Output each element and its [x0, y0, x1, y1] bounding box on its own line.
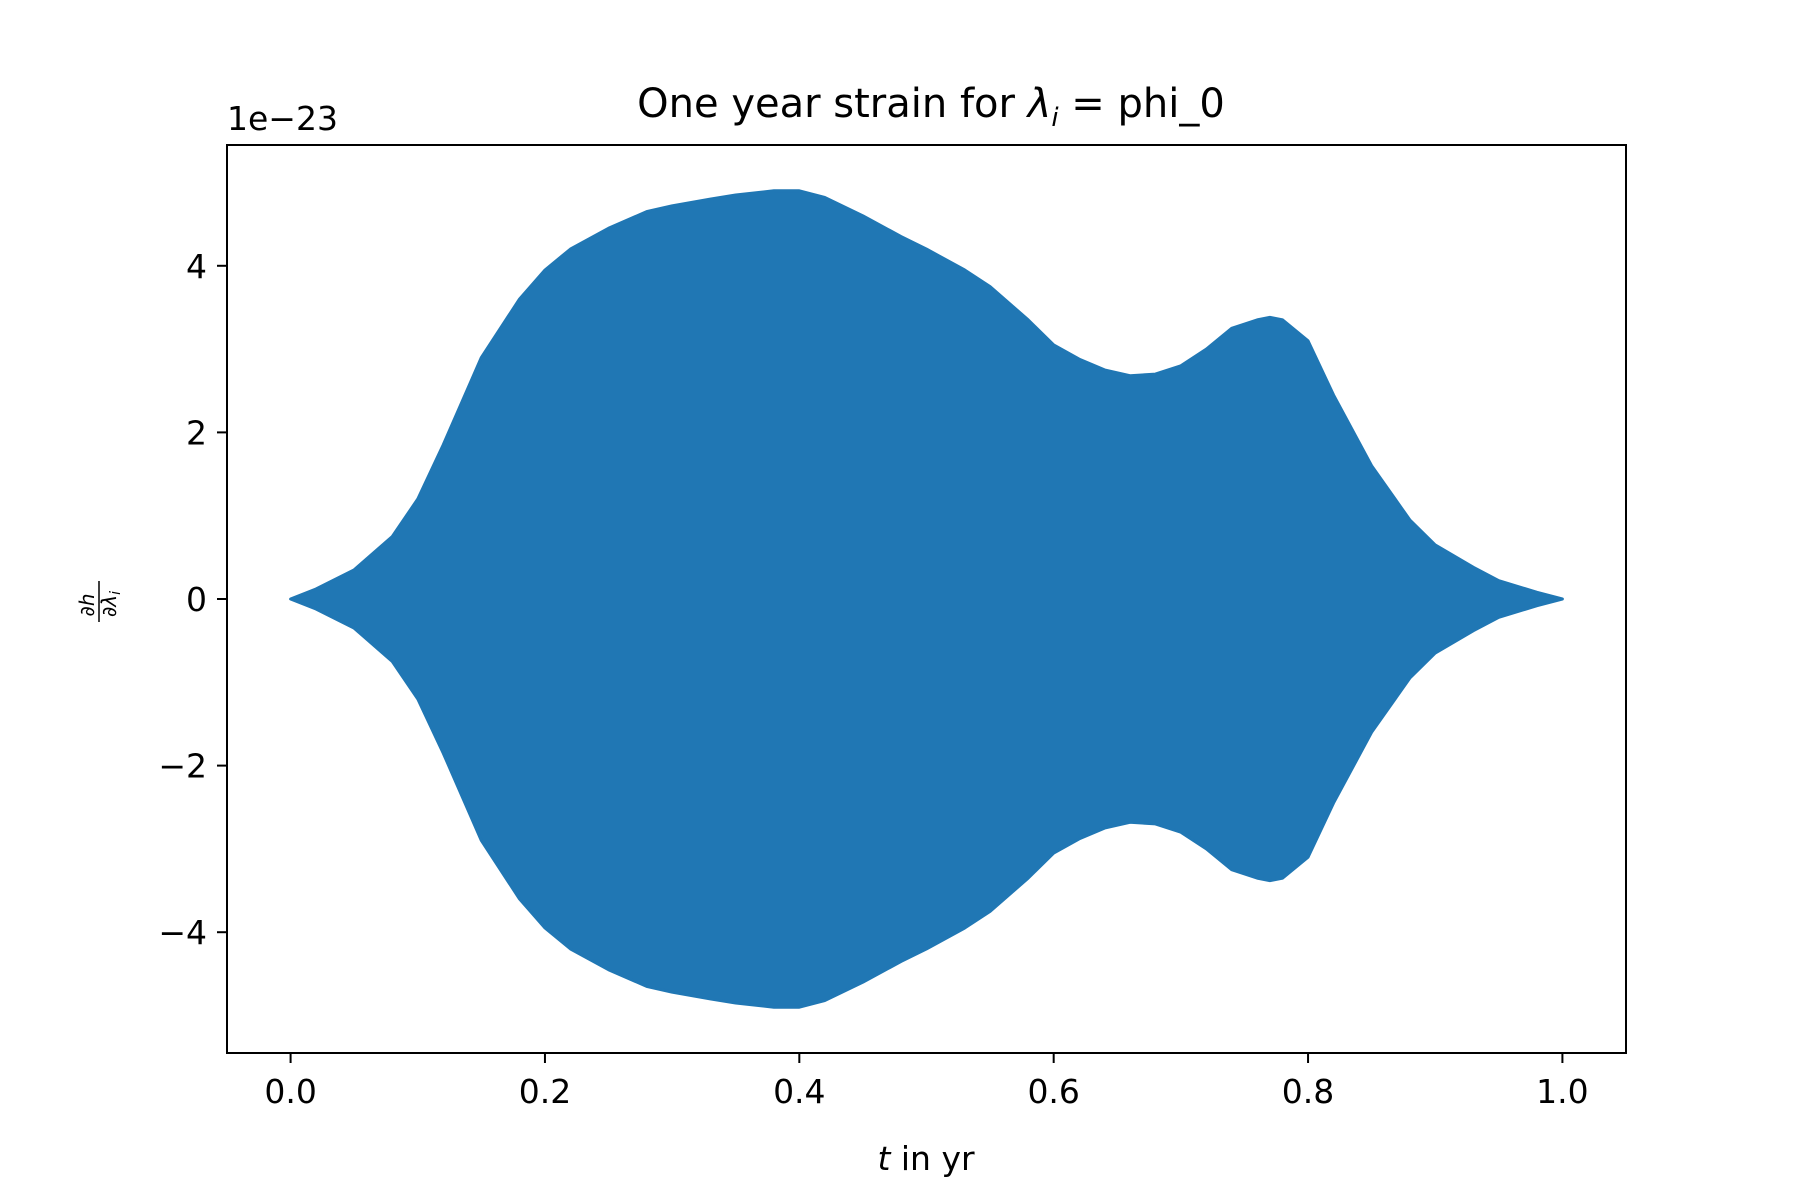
title-subscript: i: [1051, 103, 1059, 133]
x-tick-label: 0.4: [773, 1072, 825, 1111]
title-symbol: λ: [1026, 81, 1052, 127]
chart-title: One year strain for λi = phi_0: [637, 81, 1225, 133]
y-tick-label: −2: [158, 747, 207, 786]
y-axis-label-denominator: ∂λi: [97, 591, 124, 617]
x-tick-label: 0.2: [519, 1072, 571, 1111]
x-tick-label: 0.6: [1027, 1072, 1079, 1111]
x-tick-label: 1.0: [1536, 1072, 1588, 1111]
x-axis-label: t in yr: [877, 1139, 975, 1178]
y-tick-label: −4: [158, 913, 207, 952]
y-offset-text: 1e−23: [227, 99, 338, 138]
y-axis-label-den-symbol: ∂λ: [97, 595, 121, 617]
x-tick-label: 0.0: [264, 1072, 316, 1111]
title-prefix: One year strain for: [637, 81, 1028, 127]
axes-frame: [226, 144, 1627, 1054]
y-tick-label: 2: [186, 413, 207, 452]
title-suffix: = phi_0: [1059, 81, 1225, 127]
y-axis-label-den-sub: i: [108, 591, 124, 595]
x-tick-label: 0.8: [1282, 1072, 1334, 1111]
y-axis-label-numerator: ∂h: [75, 593, 99, 616]
y-tick-label: 0: [186, 580, 207, 619]
plot-layer: 0.0 0.2 0.4 0.6 0.8 1.0 −4 −2 0 2 4: [158, 189, 1589, 1111]
y-axis-label: ∂h ∂λi: [75, 581, 124, 622]
x-axis-label-rest: in yr: [890, 1139, 975, 1178]
strain-series-fill: [289, 189, 1564, 1009]
x-axis-label-var: t: [877, 1139, 891, 1178]
y-tick-label: 4: [186, 247, 207, 286]
